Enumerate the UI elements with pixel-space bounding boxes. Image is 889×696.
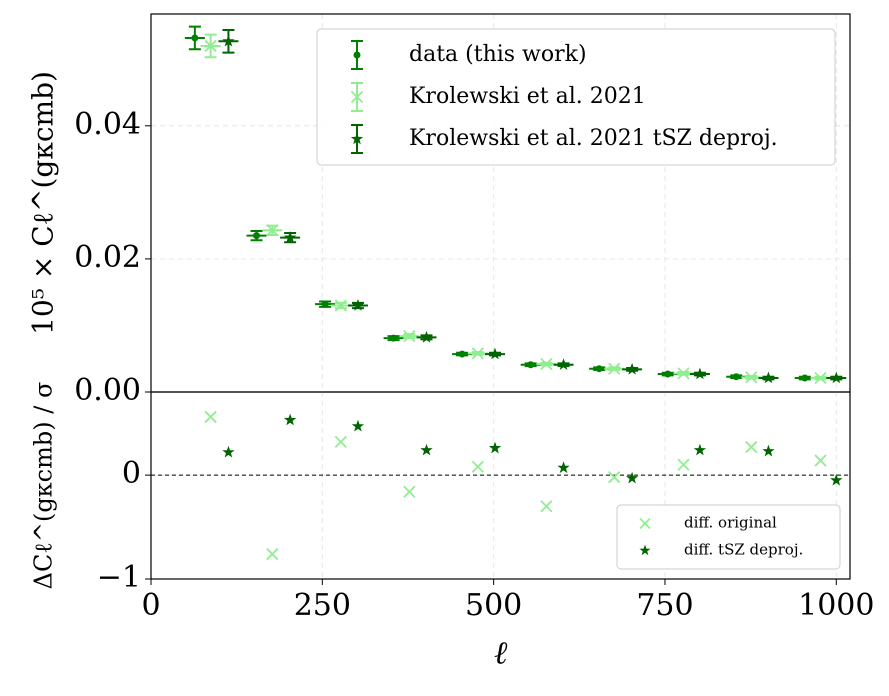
marker	[814, 371, 827, 385]
legend-label: data (this work)	[409, 42, 587, 67]
legend-marker	[639, 517, 651, 530]
y-tick-label: 0.02	[74, 240, 141, 275]
marker	[693, 367, 707, 380]
marker	[283, 231, 297, 243]
marker	[266, 224, 279, 237]
marker	[420, 330, 433, 343]
marker	[471, 347, 485, 360]
legend-marker	[353, 51, 361, 59]
legend: diff. original diff. tSZ deproj.	[616, 504, 841, 570]
marker	[745, 371, 758, 384]
x-tick-label: 1000	[798, 588, 874, 623]
marker	[390, 334, 398, 342]
legend-frame	[316, 28, 836, 166]
x-axis-label: ℓ	[494, 634, 508, 672]
marker	[608, 471, 621, 484]
marker	[693, 443, 707, 456]
marker	[830, 473, 843, 486]
marker	[458, 350, 466, 358]
x-tick-label: 0	[141, 588, 160, 623]
marker	[762, 371, 775, 384]
marker	[471, 460, 485, 473]
x-tick-label: 750	[636, 588, 693, 623]
marker	[488, 347, 502, 360]
marker	[608, 362, 621, 375]
marker	[814, 454, 827, 467]
legend-marker	[350, 132, 364, 145]
legend-label: diff. original	[684, 514, 777, 532]
marker	[191, 34, 199, 42]
marker	[253, 232, 261, 240]
legend-label: Krolewski et al. 2021 tSZ deproj.	[409, 126, 778, 151]
marker	[334, 299, 347, 312]
marker	[334, 435, 347, 449]
y-axis-label: 10⁵ × Cℓ^(gκcmb)	[27, 71, 60, 335]
marker	[222, 34, 235, 47]
marker	[351, 299, 365, 311]
marker	[830, 371, 843, 384]
marker	[540, 357, 553, 371]
marker	[420, 443, 433, 456]
axes-frame	[150, 391, 851, 580]
marker	[204, 410, 217, 424]
y-tick-label: 0	[122, 456, 141, 491]
marker	[625, 362, 639, 375]
marker	[403, 485, 416, 498]
y-tick-label: 0.00	[74, 373, 141, 408]
legend-frame	[616, 504, 841, 570]
marker	[351, 419, 365, 432]
marker	[625, 471, 639, 484]
legend-marker	[639, 544, 651, 556]
marker	[283, 413, 297, 426]
marker	[403, 329, 416, 343]
marker	[732, 373, 740, 381]
marker	[488, 441, 502, 454]
marker	[540, 500, 553, 513]
legend-label: Krolewski et al. 2021	[409, 84, 646, 109]
marker	[321, 300, 329, 308]
marker	[222, 445, 235, 458]
marker	[677, 367, 690, 380]
marker	[677, 458, 690, 471]
marker	[801, 374, 809, 382]
marker	[664, 370, 672, 378]
marker	[204, 39, 217, 53]
y-tick-label: 0.04	[74, 107, 141, 142]
legend: data (this work) Krolewski et al. 2021 Kro…	[316, 28, 836, 166]
marker	[527, 361, 535, 369]
legend-marker	[350, 90, 364, 104]
marker	[762, 444, 775, 457]
x-tick-label: 250	[294, 588, 351, 623]
legend-label: diff. tSZ deproj.	[684, 541, 803, 559]
marker	[595, 365, 603, 373]
x-tick-label: 500	[465, 588, 522, 623]
marker	[557, 358, 570, 370]
marker	[266, 547, 279, 561]
y-tick-label: −1	[97, 560, 141, 595]
marker	[557, 461, 570, 474]
y-axis-label: ΔCℓ^(gκcmb) / σ	[30, 382, 58, 590]
marker	[745, 440, 758, 454]
